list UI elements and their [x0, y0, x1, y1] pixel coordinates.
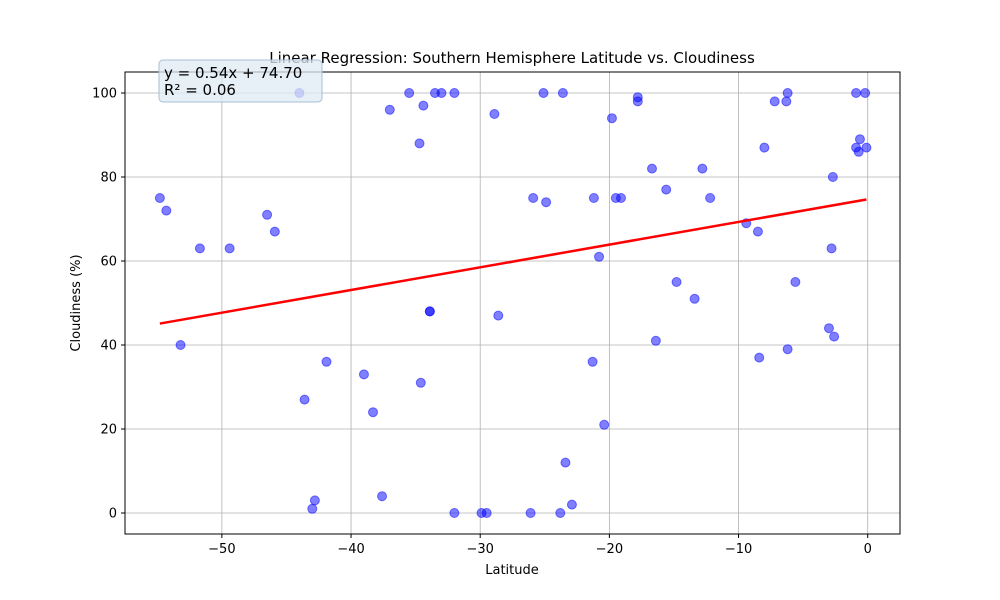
data-point — [854, 134, 865, 145]
data-point — [697, 163, 708, 174]
data-point — [769, 96, 780, 107]
data-point — [449, 508, 460, 518]
data-point — [823, 323, 834, 334]
data-point — [661, 184, 672, 195]
data-point — [557, 88, 568, 98]
x-tick-label: −10 — [725, 542, 752, 557]
regression-equation: y = 0.54x + 74.70 — [164, 64, 302, 82]
data-point — [384, 104, 395, 115]
data-point — [309, 495, 320, 506]
x-tick-label: −50 — [208, 542, 235, 557]
data-point — [754, 352, 765, 363]
data-point — [194, 243, 205, 254]
annotation-box — [158, 59, 323, 103]
data-point — [224, 243, 235, 254]
data-point — [358, 369, 369, 380]
data-point — [436, 88, 447, 98]
data-point — [599, 419, 610, 430]
data-point — [588, 193, 599, 203]
data-point — [851, 88, 862, 98]
data-point — [321, 356, 332, 367]
data-point — [307, 503, 318, 514]
x-tick-label: 0 — [864, 542, 872, 557]
data-points — [154, 88, 872, 518]
data-point — [269, 226, 280, 237]
data-point — [538, 88, 549, 98]
data-point — [489, 109, 500, 119]
data-point — [566, 499, 577, 510]
data-point — [424, 306, 435, 317]
data-point — [826, 243, 837, 254]
y-tick-label: 100 — [92, 87, 117, 102]
grid — [125, 72, 900, 534]
y-axis-label: Cloudiness (%) — [69, 254, 84, 351]
data-point — [299, 394, 310, 405]
data-point — [560, 457, 571, 468]
data-point — [414, 138, 425, 149]
data-point — [493, 310, 504, 321]
data-point — [861, 142, 872, 153]
y-tick-label: 20 — [100, 423, 117, 438]
data-point — [587, 356, 598, 367]
data-point — [829, 331, 840, 342]
data-point — [860, 88, 871, 98]
data-point — [606, 113, 617, 124]
x-tick-label: −40 — [337, 542, 364, 557]
r-squared-label: R² = 0.06 — [164, 81, 236, 99]
data-point — [594, 251, 605, 262]
regression-line-group — [159, 198, 867, 325]
data-point — [404, 88, 415, 98]
regression-annotation: y = 0.54x + 74.70 R² = 0.06 — [158, 59, 323, 103]
data-point — [262, 209, 273, 220]
data-point — [853, 146, 864, 157]
data-point — [541, 197, 552, 208]
data-point — [481, 508, 492, 518]
data-point — [616, 193, 626, 203]
data-point — [161, 205, 172, 216]
data-point — [827, 172, 838, 182]
data-point — [671, 277, 682, 287]
y-tick-label: 60 — [100, 255, 117, 270]
x-tick-label: −20 — [596, 542, 623, 557]
data-point — [632, 96, 643, 107]
data-point — [705, 193, 716, 203]
data-point — [449, 88, 460, 98]
data-point — [752, 226, 763, 237]
data-point — [782, 344, 793, 355]
data-point — [368, 407, 378, 418]
data-point — [759, 142, 770, 153]
plot-frame — [124, 71, 901, 535]
data-point — [781, 96, 792, 107]
chart-title: Linear Regression: Southern Hemisphere L… — [269, 49, 755, 67]
data-point — [415, 377, 426, 388]
data-point — [650, 335, 661, 346]
data-point — [528, 193, 539, 203]
y-tick-label: 80 — [100, 171, 117, 186]
x-tick-label: −30 — [466, 542, 493, 557]
data-point — [689, 293, 700, 304]
data-point — [154, 193, 165, 203]
data-point — [418, 100, 429, 111]
data-point — [175, 340, 186, 350]
y-tick-label: 40 — [100, 339, 117, 354]
x-axis-label: Latitude — [485, 563, 539, 578]
data-point — [647, 163, 657, 174]
data-point — [377, 491, 388, 502]
data-point — [782, 88, 793, 98]
regression-line — [159, 198, 867, 325]
data-point — [555, 508, 566, 518]
axis-ticks: −50 −40 −30 −20 −10 0 0 20 40 60 80 100 — [92, 87, 872, 558]
data-point — [525, 508, 536, 518]
data-point — [790, 277, 801, 287]
y-tick-label: 0 — [109, 507, 117, 522]
